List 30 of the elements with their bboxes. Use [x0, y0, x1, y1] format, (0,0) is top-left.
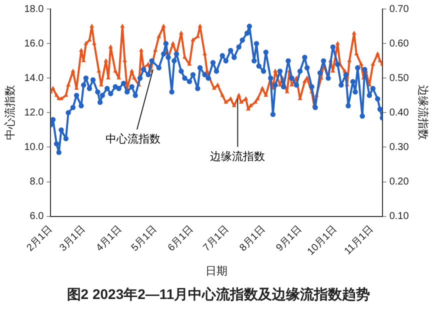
- x-tick-label: 5月1日: [130, 224, 160, 254]
- y2-tick-label: 0.40: [389, 107, 410, 118]
- x-tick-label: 7月1日: [201, 224, 232, 254]
- y-axis-title: 中心流指数: [4, 85, 17, 140]
- x-tick-label: 2月1日: [24, 224, 55, 254]
- y2-tick-label: 0.20: [389, 176, 410, 188]
- y2-tick-label: 0.50: [389, 72, 410, 84]
- x-tick-label: 11月1日: [342, 224, 376, 258]
- y-tick-label: 18.0: [24, 4, 44, 15]
- y2-tick-label: 0.70: [389, 4, 410, 15]
- x-tick-label: 10月1日: [306, 224, 340, 258]
- y-tick-label: 12.0: [24, 107, 44, 118]
- x-tick-label: 4月1日: [94, 224, 124, 254]
- y-tick-label: 6.0: [30, 211, 44, 222]
- x-tick-label: 9月1日: [274, 224, 304, 254]
- y-tick-label: 16.0: [24, 38, 44, 50]
- text: 图2 2023年2—11月中心流指数及边缘流指数趋势: [66, 285, 372, 304]
- y2-tick-label: 0.60: [389, 38, 410, 50]
- x-tick-label: 8月1日: [238, 224, 268, 254]
- y-tick-label: 14.0: [24, 72, 44, 84]
- x-tick-label: 6月1日: [166, 224, 196, 254]
- y2-tick-label: 0.10: [389, 211, 410, 222]
- x-axis-title: 日期: [206, 265, 228, 278]
- annotation: 边缘流指数: [210, 150, 266, 163]
- x-tick-label: 3月1日: [58, 224, 88, 254]
- y-tick-label: 8.0: [30, 176, 44, 188]
- annotation: 中心流指数: [105, 132, 160, 146]
- y2-axis-title: 边缘流指数: [416, 85, 430, 140]
- y2-tick-label: 0.30: [389, 142, 410, 153]
- y-tick-label: 10.0: [24, 142, 44, 153]
